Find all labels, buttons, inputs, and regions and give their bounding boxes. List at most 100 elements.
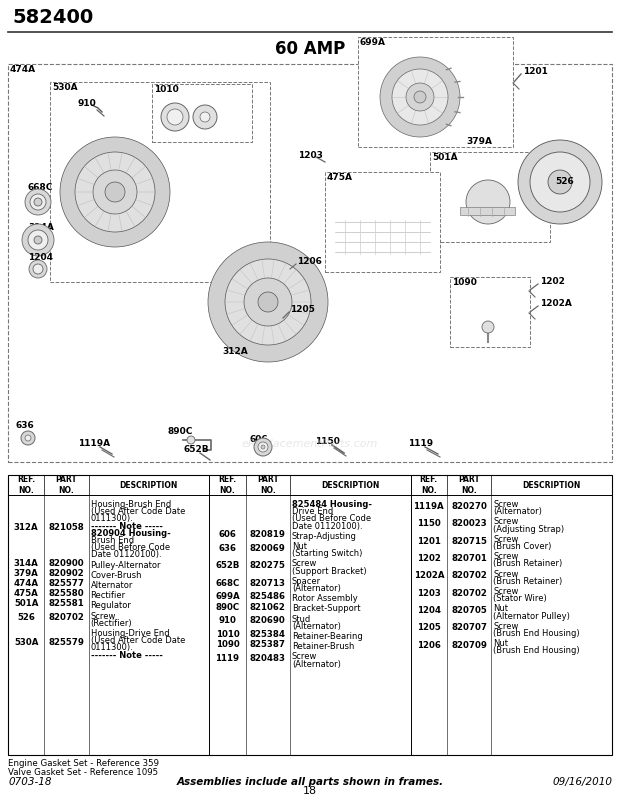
Circle shape [414, 91, 426, 103]
Text: 825579: 825579 [48, 638, 84, 647]
Circle shape [380, 57, 460, 137]
Text: 1119: 1119 [216, 654, 239, 663]
Text: 314A: 314A [28, 222, 54, 232]
Circle shape [34, 198, 42, 206]
Text: 1119: 1119 [408, 439, 433, 448]
Text: 379A: 379A [466, 137, 492, 147]
Circle shape [244, 278, 292, 326]
Text: 820270: 820270 [451, 502, 487, 511]
Text: (Brush End Housing): (Brush End Housing) [493, 629, 580, 638]
Text: 0111300).: 0111300). [91, 643, 133, 652]
Text: 18: 18 [303, 786, 317, 796]
Circle shape [29, 260, 47, 278]
Text: eReplacementParts.com: eReplacementParts.com [242, 439, 378, 449]
Text: Rectifier: Rectifier [91, 591, 126, 600]
Text: 312A: 312A [222, 347, 248, 357]
Circle shape [208, 242, 328, 362]
Text: Cover-Brush: Cover-Brush [91, 571, 142, 580]
Text: (Used After Code Date: (Used After Code Date [91, 507, 185, 516]
Text: (Brush End Housing): (Brush End Housing) [493, 646, 580, 655]
Text: 1202: 1202 [540, 277, 565, 286]
Text: 636: 636 [218, 544, 236, 553]
Circle shape [161, 103, 189, 131]
Text: 1203: 1203 [417, 589, 441, 597]
Text: 825581: 825581 [48, 600, 84, 609]
Text: Screw: Screw [493, 535, 518, 544]
Circle shape [33, 264, 43, 274]
Text: 820702: 820702 [48, 614, 84, 622]
Bar [8, 475, 612, 755]
Circle shape [75, 152, 155, 232]
Text: 820713: 820713 [250, 578, 286, 588]
Text: 652B: 652B [183, 445, 208, 455]
Circle shape [28, 230, 48, 250]
Text: (Alternator): (Alternator) [493, 507, 542, 516]
Circle shape [21, 431, 35, 445]
Text: 1202A: 1202A [414, 571, 444, 581]
Text: 530A: 530A [52, 83, 78, 92]
Text: 890C: 890C [215, 602, 239, 611]
Circle shape [466, 180, 510, 224]
Circle shape [548, 170, 572, 194]
Text: (Starting Switch): (Starting Switch) [292, 549, 362, 558]
Text: Screw: Screw [493, 622, 518, 631]
Text: 825484 Housing-: 825484 Housing- [292, 500, 372, 509]
Text: 668C: 668C [215, 578, 239, 588]
Text: Strap-Adjusting: Strap-Adjusting [292, 532, 356, 541]
Text: 1201: 1201 [523, 67, 548, 76]
Circle shape [261, 445, 265, 449]
Text: (Alternator): (Alternator) [292, 622, 341, 631]
Text: 1204: 1204 [417, 606, 441, 615]
Text: 820904 Housing-: 820904 Housing- [91, 529, 170, 538]
Text: Nut: Nut [292, 542, 307, 551]
Text: (Support Bracket): (Support Bracket) [292, 566, 366, 576]
Text: Retainer-Brush: Retainer-Brush [292, 642, 354, 651]
Text: 1119A: 1119A [78, 439, 110, 448]
Text: Screw: Screw [493, 569, 518, 578]
Circle shape [93, 170, 137, 214]
Circle shape [258, 442, 268, 452]
Text: 1010: 1010 [154, 85, 179, 94]
Text: 0111300).: 0111300). [91, 514, 133, 524]
Circle shape [200, 112, 210, 122]
Text: PART
NO.: PART NO. [56, 476, 78, 495]
Circle shape [193, 105, 217, 129]
Bar [8, 64, 612, 462]
Bar [50, 82, 270, 282]
Text: 820702: 820702 [451, 589, 487, 597]
Text: 910: 910 [78, 99, 97, 108]
Text: Housing-Drive End: Housing-Drive End [91, 629, 169, 638]
Text: 1206: 1206 [297, 257, 322, 266]
Text: (Rectifier): (Rectifier) [91, 619, 132, 628]
Text: 820483: 820483 [250, 654, 286, 663]
Text: (Used After Code Date: (Used After Code Date [91, 636, 185, 645]
Bar [430, 152, 550, 242]
Text: 820902: 820902 [48, 569, 84, 578]
Text: 526: 526 [555, 177, 574, 187]
Text: 475A: 475A [327, 173, 353, 182]
Text: 1119A: 1119A [414, 502, 444, 511]
Circle shape [25, 435, 31, 441]
Circle shape [482, 321, 494, 333]
Circle shape [518, 140, 602, 224]
Text: 820819: 820819 [250, 530, 286, 539]
Text: (Alternator): (Alternator) [292, 659, 341, 669]
Text: Screw: Screw [493, 500, 518, 509]
Circle shape [105, 182, 125, 202]
Text: (Used Before Code: (Used Before Code [91, 543, 170, 553]
Text: Screw: Screw [493, 553, 518, 561]
Text: 1150: 1150 [417, 519, 441, 528]
Text: 820900: 820900 [48, 559, 84, 568]
Text: 825384: 825384 [250, 630, 286, 639]
Text: 910: 910 [218, 616, 236, 626]
Text: DESCRIPTION: DESCRIPTION [120, 480, 178, 489]
Text: REF.
NO.: REF. NO. [218, 476, 236, 495]
Text: 475A: 475A [14, 589, 38, 598]
Text: PART
NO.: PART NO. [257, 476, 278, 495]
Text: 312A: 312A [14, 523, 38, 533]
Text: 1090: 1090 [216, 640, 239, 650]
Text: DESCRIPTION: DESCRIPTION [523, 480, 581, 489]
Text: Bracket-Support: Bracket-Support [292, 605, 360, 614]
Circle shape [25, 189, 51, 215]
Text: 820690: 820690 [250, 616, 286, 626]
